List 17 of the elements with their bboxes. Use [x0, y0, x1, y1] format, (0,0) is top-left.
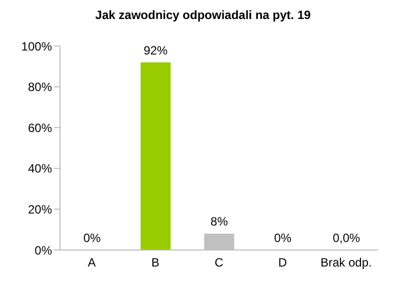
y-tick-label: 0% — [34, 243, 52, 258]
data-label: 0% — [83, 231, 101, 245]
x-tick-label: B — [151, 256, 160, 270]
data-label: 92% — [144, 43, 168, 58]
data-label: 0,0% — [332, 231, 360, 245]
y-tick-label: 20% — [28, 202, 52, 216]
y-tick-label: 100% — [21, 39, 52, 54]
y-tick-label: 80% — [28, 80, 52, 94]
data-label: 0% — [274, 231, 292, 245]
x-tick-label: D — [278, 256, 288, 270]
y-tick-label: 60% — [28, 120, 52, 135]
y-tick-label: 40% — [28, 162, 52, 176]
chart-title: Jak zawodnicy odpowiadali na pyt. 19 — [94, 8, 312, 24]
x-tick-label: A — [88, 256, 96, 270]
data-label: 8% — [210, 214, 228, 229]
x-tick-label: C — [214, 256, 224, 270]
x-tick-label: Brak odp. — [320, 256, 372, 270]
